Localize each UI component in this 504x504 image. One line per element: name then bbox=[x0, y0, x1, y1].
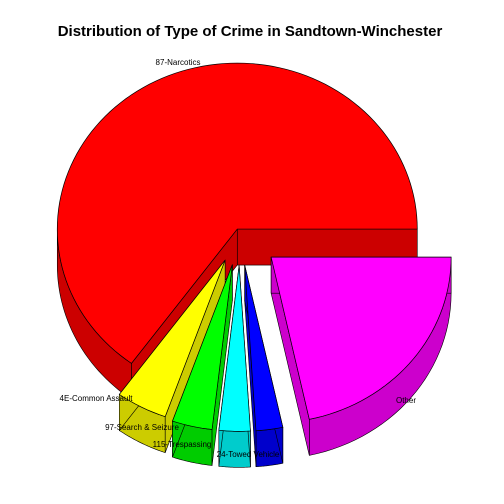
slice-label-87-narcotics: 87-Narcotics bbox=[156, 58, 201, 67]
slice-label-97-search-seizure: 97-Search & Seizure bbox=[105, 423, 179, 432]
slice-labels: 87-Narcotics 4E-Common Assault 97-Search &… bbox=[60, 58, 417, 459]
slice-label-24-towed-vehicle: 24-Towed Vehicle bbox=[217, 450, 280, 459]
slice-label-other: Other bbox=[396, 396, 416, 405]
slice-24-towed-vehicle bbox=[244, 264, 284, 432]
slice-4e-common-assault bbox=[118, 259, 226, 418]
slice-wall bbox=[218, 429, 251, 468]
slice-label-4e-common-assault: 4E-Common Assault bbox=[60, 394, 134, 403]
slice-115-trespassing bbox=[218, 265, 251, 432]
slice-97-search-seizure bbox=[172, 264, 233, 430]
slice-other bbox=[270, 256, 452, 420]
chart-title: Distribution of Type of Crime in Sandtow… bbox=[58, 23, 443, 40]
pie-slices bbox=[56, 62, 452, 468]
slice-label-115-trespassing: 115-Trespassing bbox=[153, 440, 212, 449]
slice-87-narcotics bbox=[56, 62, 418, 364]
